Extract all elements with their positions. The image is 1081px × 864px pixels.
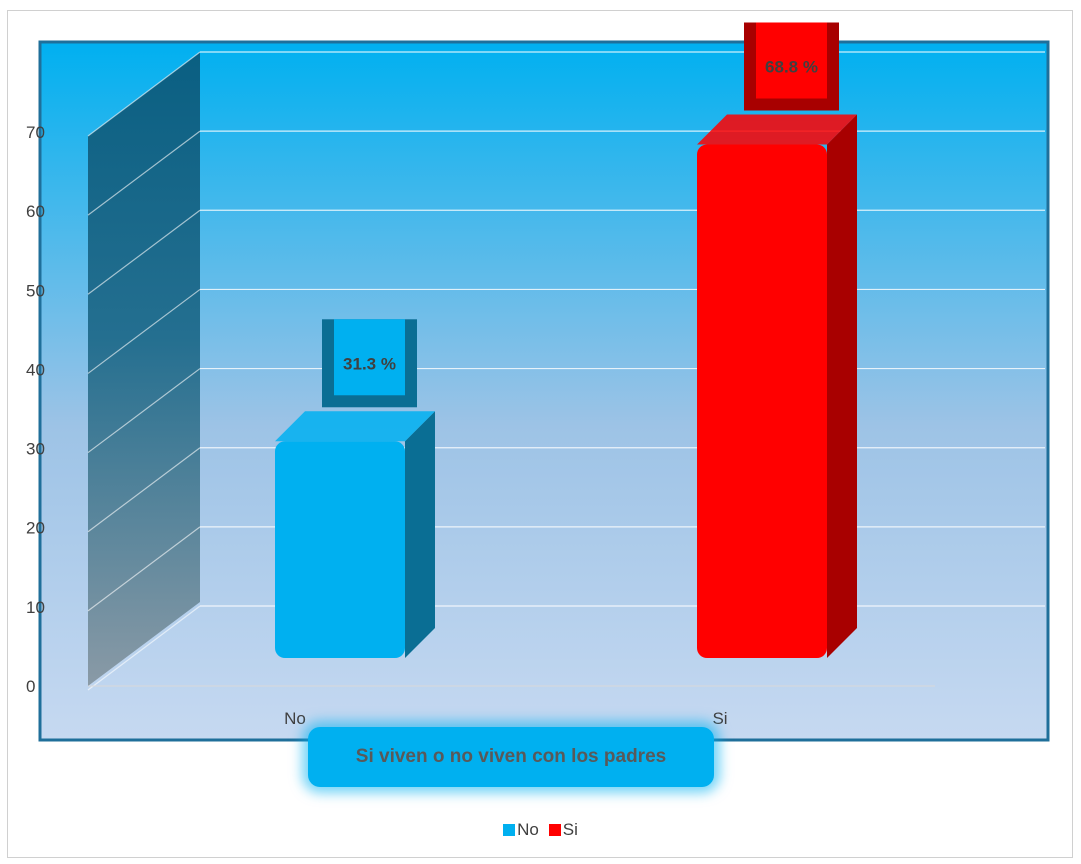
gridline-wall [87,526,201,612]
data-label-si: 68.8 % [744,22,839,111]
legend-swatch-no [503,824,516,836]
y-tick-label: 40 [26,360,45,379]
gridline-wall [87,447,201,533]
y-tick-label: 30 [26,440,45,459]
y-tick-label: 70 [26,123,45,142]
legend-label-si: Si [562,820,578,839]
category-label: No [284,709,306,728]
gridline-wall [87,288,201,374]
bar-side [405,411,435,658]
gridline-wall [87,51,201,137]
y-tick-label: 0 [26,677,35,696]
side-wall [88,52,200,686]
gridline-wall [87,209,201,295]
y-tick-label: 20 [26,519,45,538]
data-label: 31.3 % [343,354,396,373]
y-tick-label: 60 [26,202,45,221]
x-axis-title: Si viven o no viven con los padres [355,746,667,767]
legend-item-no: No [503,820,539,840]
bar-front [697,144,827,659]
gridline-wall [87,130,201,216]
bar-top [697,114,857,145]
legend: No Si [0,820,1081,840]
bar-front [275,441,405,658]
y-tick-label: 10 [26,598,45,617]
gridline-wall [87,605,201,691]
data-label-box [756,22,827,99]
gridline-wall [87,368,201,454]
data-label: 68.8 % [765,57,818,76]
data-label-box [334,319,405,396]
bar-no [275,411,435,658]
category-label: Si [712,709,727,728]
x-axis-title-box: Si viven o no viven con los padres [308,727,714,787]
bar-si [697,114,857,659]
data-label-no: 31.3 % [322,319,417,408]
bar-side [827,114,857,659]
y-tick-label: 50 [26,281,45,300]
legend-swatch-si [548,824,561,836]
bar-top [275,411,435,442]
legend-label-no: No [517,820,539,839]
legend-item-si: Si [548,820,578,840]
plot-background [38,40,1050,742]
